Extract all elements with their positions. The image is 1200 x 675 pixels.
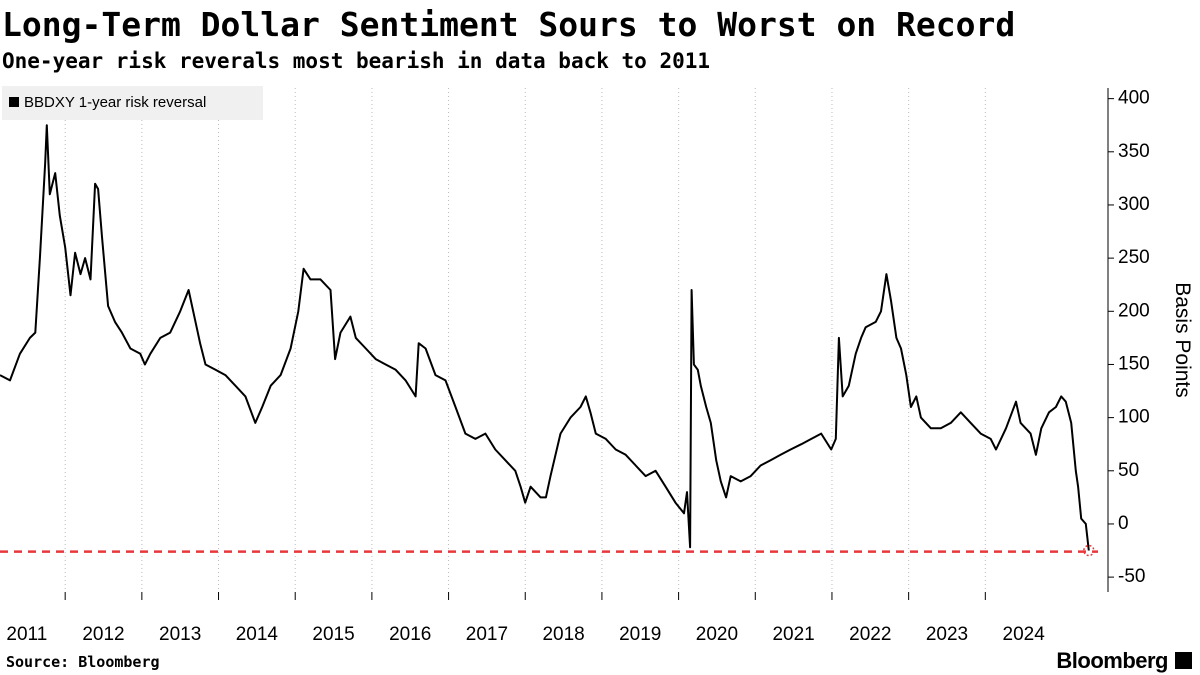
y-tick-label: 0 (1118, 513, 1129, 534)
x-tick-label: 2019 (619, 624, 661, 645)
y-tick-label: 100 (1118, 407, 1150, 428)
brand-icon (1175, 652, 1192, 669)
x-tick-label: 2023 (926, 624, 968, 645)
chart-title: Long-Term Dollar Sentiment Sours to Wors… (2, 5, 1015, 44)
y-tick-label: 350 (1118, 141, 1150, 162)
y-tick-label: 200 (1118, 300, 1150, 321)
y-tick-label: 250 (1118, 247, 1150, 268)
x-tick-label: 2011 (6, 624, 47, 645)
x-tick-label: 2018 (542, 624, 584, 645)
x-tick-label: 2021 (772, 624, 814, 645)
line-series (0, 124, 1090, 551)
y-tick-label: 50 (1118, 460, 1139, 481)
source: Source: Bloomberg (6, 653, 160, 671)
legend-swatch (9, 97, 19, 107)
chart-subtitle: One-year risk reverals most bearish in d… (2, 49, 710, 73)
legend-box (2, 86, 263, 120)
x-tick-label: 2017 (466, 624, 508, 645)
x-tick-label: 2020 (696, 624, 738, 645)
y-tick-label: 300 (1118, 194, 1150, 215)
y-axis-title: Basis Points (1171, 282, 1194, 398)
legend-label: BBDXY 1-year risk reversal (24, 94, 206, 111)
y-tick-label: -50 (1118, 566, 1145, 587)
x-tick-label: 2014 (236, 624, 279, 645)
end-marker (1083, 544, 1095, 557)
y-tick-label: 150 (1118, 353, 1150, 374)
x-tick-label: 2015 (312, 624, 354, 645)
x-tick-label: 2024 (1003, 624, 1046, 645)
y-tick-label: 400 (1118, 88, 1150, 109)
x-tick-label: 2022 (849, 624, 891, 645)
x-tick-label: 2013 (159, 624, 201, 645)
x-tick-label: 2016 (389, 624, 431, 645)
brand: Bloomberg (1056, 648, 1168, 673)
x-tick-label: 2012 (82, 624, 124, 645)
